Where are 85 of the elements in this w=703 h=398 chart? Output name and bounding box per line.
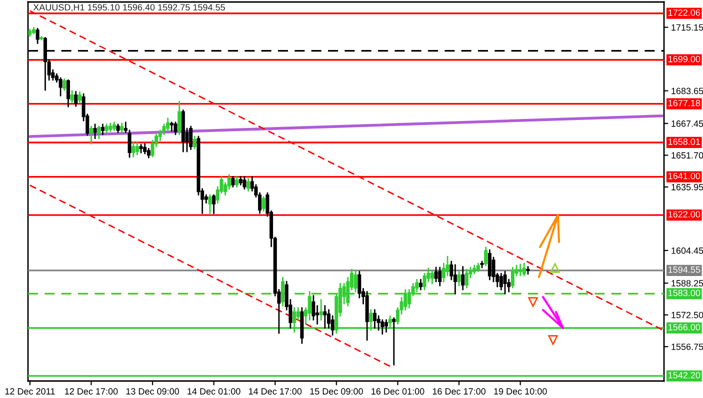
ref-line-label: 1622.00: [668, 211, 700, 218]
candlestick: [372, 309, 376, 329]
ref-line-label: 1594.55: [668, 266, 700, 273]
candlestick: [484, 246, 488, 266]
candlestick: [262, 196, 266, 212]
candlestick: [170, 122, 174, 132]
x-tick-label: 13 Dec 09:00: [126, 388, 180, 395]
candlestick: [418, 278, 422, 290]
candlestick: [499, 272, 503, 290]
candlestick: [78, 91, 82, 103]
candlestick: [380, 319, 384, 335]
candlestick: [189, 126, 193, 150]
candlestick: [174, 122, 178, 136]
candlestick: [208, 194, 212, 214]
candlestick: [212, 194, 216, 214]
candlestick: [192, 136, 196, 150]
candlestick: [93, 124, 97, 140]
candlestick: [40, 36, 44, 40]
candlestick: [453, 264, 457, 295]
y-tick-label: 1572.50: [672, 312, 703, 318]
candlestick: [242, 176, 246, 190]
candlestick: [464, 268, 468, 288]
candlestick: [143, 143, 147, 154]
y-tick-label: 1667.45: [672, 120, 703, 127]
candlestick: [384, 319, 388, 333]
candlestick: [319, 299, 323, 321]
ref-line-label: 1641.00: [668, 172, 700, 180]
candlestick: [392, 317, 396, 366]
candlestick: [488, 249, 492, 280]
candlestick: [323, 305, 327, 329]
candlestick: [132, 142, 136, 158]
candlestick: [503, 270, 507, 294]
candlestick: [430, 270, 434, 284]
candlestick: [296, 307, 300, 321]
candlestick: [518, 264, 522, 276]
chart-title: XAUUSD,H1 1595.10 1596.40 1592.75 1594.55: [33, 4, 225, 12]
x-tick-label: 15 Dec 09:00: [310, 388, 363, 395]
candlestick: [312, 295, 316, 321]
candlestick: [461, 266, 465, 290]
x-tick-label: 16 Dec 01:00: [372, 388, 424, 395]
y-tick-label: 1588.25: [672, 280, 703, 286]
y-tick-label: 1651.70: [672, 152, 703, 159]
candlestick: [246, 178, 250, 192]
candlestick: [100, 124, 104, 136]
candlestick: [89, 126, 93, 145]
candlestick: [120, 122, 124, 134]
x-tick-label: 12 Dec 17:00: [65, 388, 118, 395]
candlestick: [66, 79, 70, 108]
candlestick: [62, 78, 66, 91]
ref-line-label: 1658.01: [668, 138, 700, 145]
candlestick: [316, 305, 320, 325]
candlestick: [510, 266, 514, 288]
x-tick-label: 12 Dec 2011: [5, 388, 55, 395]
candlestick: [74, 90, 78, 107]
y-tick-label: 1715.15: [672, 24, 703, 31]
candlestick: [178, 100, 182, 136]
x-tick-label: 14 Dec 01:00: [188, 388, 240, 395]
candlestick: [58, 77, 62, 96]
candlestick: [128, 130, 132, 158]
candlestick: [135, 142, 139, 156]
candlestick: [354, 270, 358, 292]
candlestick: [522, 262, 526, 276]
ref-line-label: 1542.20: [668, 372, 700, 378]
candlestick: [434, 266, 438, 282]
candlestick: [235, 176, 239, 188]
ref-line-label: 1722.06: [668, 9, 700, 16]
candlestick: [166, 118, 170, 132]
ref-line-label: 1677.18: [668, 100, 700, 106]
ref-line-label: 1566.00: [668, 324, 700, 330]
x-tick-label: 16 Dec 17:00: [432, 388, 486, 395]
y-tick-label: 1604.45: [672, 247, 703, 254]
y-tick-label: 1635.95: [672, 184, 703, 190]
candlestick: [231, 176, 235, 188]
x-tick-label: 14 Dec 17:00: [248, 388, 302, 395]
x-tick-label: 19 Dec 10:00: [494, 388, 547, 395]
y-tick-label: 1683.65: [672, 88, 703, 94]
candlestick: [457, 270, 461, 286]
candlestick: [146, 148, 150, 158]
candlestick: [36, 28, 40, 44]
ref-line-label: 1583.00: [668, 290, 700, 296]
candlestick: [438, 266, 442, 286]
candlestick: [70, 90, 74, 103]
y-tick-label: 1556.75: [672, 344, 703, 350]
candlestick: [97, 126, 101, 140]
ref-line-label: 1699.00: [668, 56, 700, 62]
